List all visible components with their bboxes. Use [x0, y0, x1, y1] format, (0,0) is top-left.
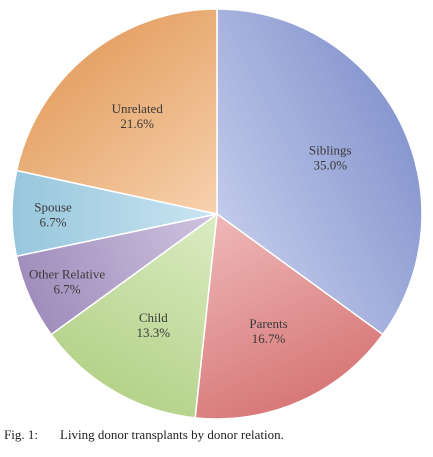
- pie-slice-child: [50, 212, 218, 419]
- slice-label-siblings: Siblings 35.0%: [309, 142, 352, 172]
- slice-label-spouse: Spouse 6.7%: [34, 199, 72, 229]
- pie-labels: Siblings 35.0% Parents 16.7% Child 13.3% Other…: [29, 101, 352, 346]
- slice-label-child: Child 13.3%: [137, 310, 171, 340]
- slice-label-parents: Parents 16.7%: [249, 316, 287, 346]
- pie-slice-unrelated: [15, 8, 218, 215]
- pie-slice-siblings: [216, 8, 423, 336]
- pie-chart-svg: Siblings 35.0% Parents 16.7% Child 13.3% Other…: [11, 8, 423, 420]
- slice-category-label: Parents: [249, 316, 287, 331]
- figure-number: Fig. 1:: [4, 427, 38, 442]
- slice-value-label: 13.3%: [137, 325, 171, 340]
- figure-caption: Fig. 1: Living donor transplants by donor…: [4, 427, 429, 451]
- slice-label-other-relative: Other Relative 6.7%: [29, 267, 105, 297]
- slice-value-label: 6.7%: [39, 214, 66, 229]
- slice-value-label: 35.0%: [313, 157, 347, 172]
- pie-chart: Siblings 35.0% Parents 16.7% Child 13.3% Other…: [11, 8, 423, 420]
- slice-category-label: Siblings: [309, 142, 352, 157]
- slice-category-label: Child: [139, 310, 168, 325]
- figure-caption-text: Living donor transplants by donor relati…: [60, 427, 284, 442]
- pie-slices: [11, 8, 423, 420]
- slice-label-unrelated: Unrelated 21.6%: [112, 101, 164, 131]
- slice-value-label: 21.6%: [120, 116, 154, 131]
- slice-category-label: Unrelated: [112, 101, 164, 116]
- slice-category-label: Spouse: [34, 199, 72, 214]
- slice-value-label: 16.7%: [252, 331, 286, 346]
- pie-slice-parents: [194, 212, 384, 420]
- slice-value-label: 6.7%: [54, 282, 81, 297]
- slice-category-label: Other Relative: [29, 267, 105, 282]
